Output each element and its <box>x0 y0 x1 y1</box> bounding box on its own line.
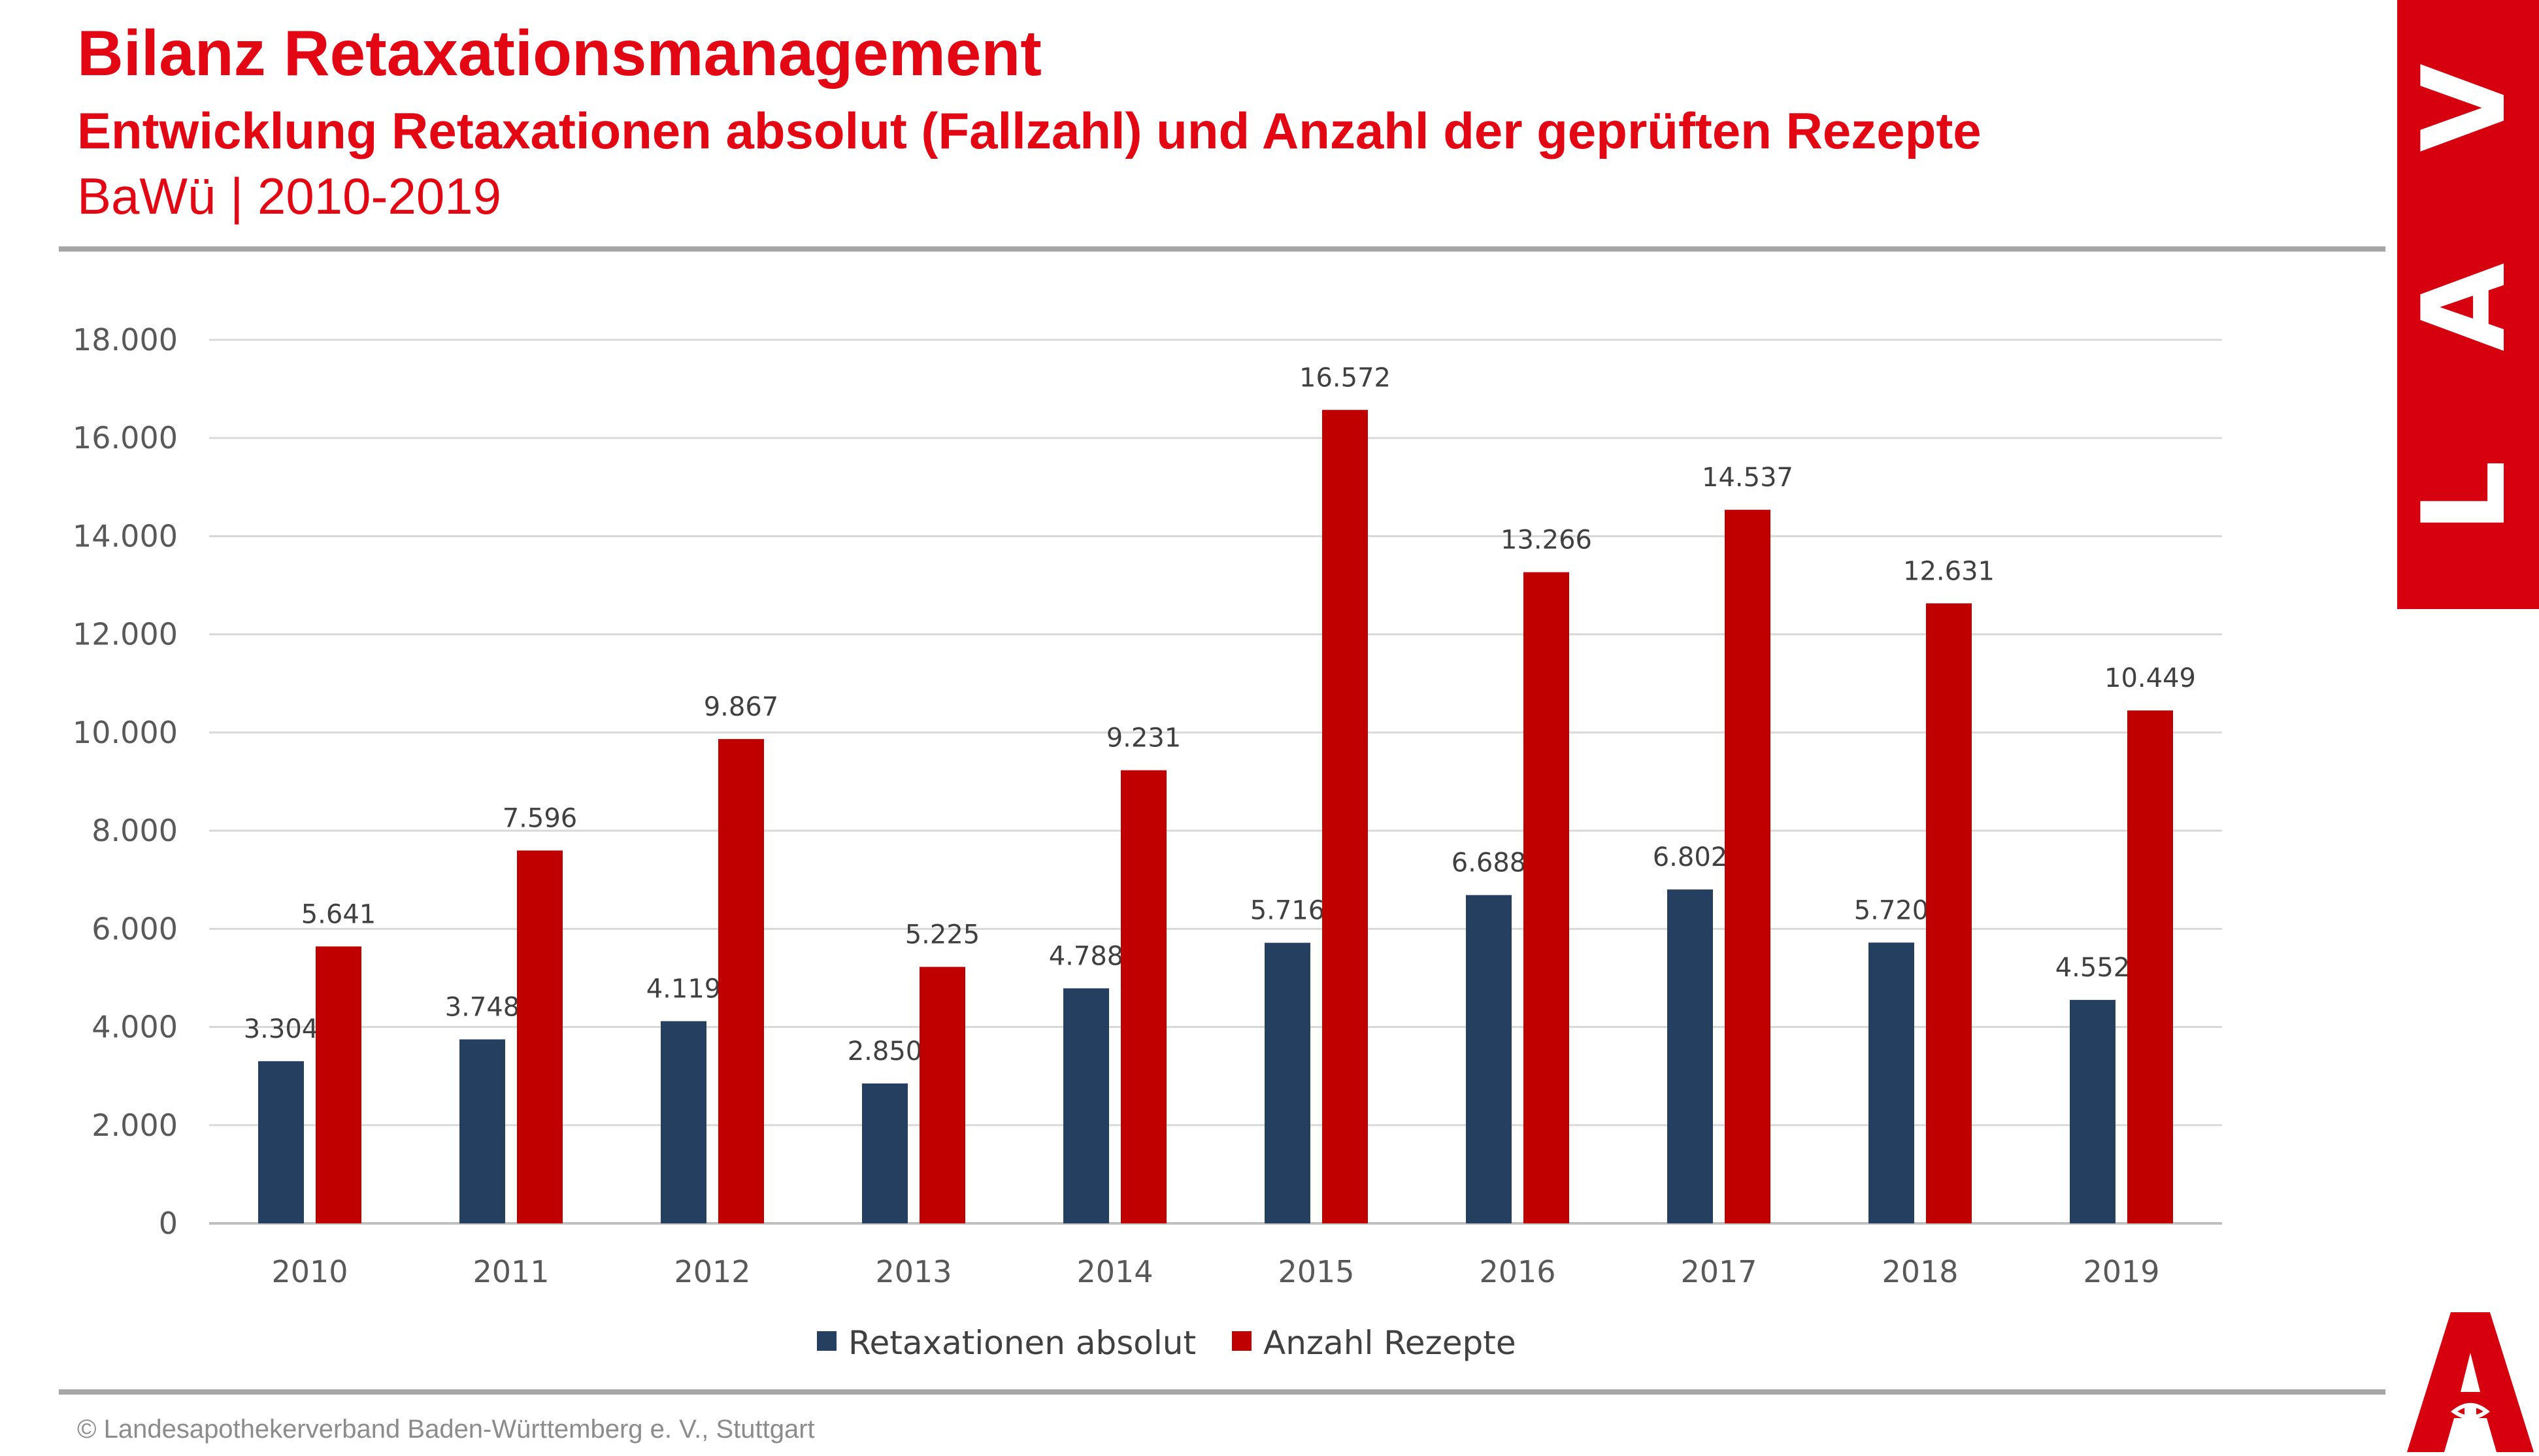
data-label: 4.788 <box>1049 941 1124 971</box>
legend-label: Retaxationen absolut <box>848 1324 1196 1362</box>
data-label: 4.119 <box>646 974 722 1004</box>
brand-letter-l: L <box>2398 460 2531 533</box>
x-tick-label: 2015 <box>1278 1254 1354 1289</box>
bar-rezepte <box>316 946 361 1223</box>
legend-swatch <box>1232 1331 1252 1351</box>
bar-rezepte <box>517 850 563 1223</box>
apotheke-a-logo-icon <box>2407 1312 2534 1452</box>
data-label: 13.266 <box>1501 525 1592 555</box>
lav-brand-bar: L A V <box>2397 0 2539 609</box>
data-label: 9.231 <box>1106 723 1182 753</box>
y-tick-label: 6.000 <box>91 911 178 946</box>
x-tick-label: 2019 <box>2083 1254 2159 1289</box>
bar-rezepte <box>920 967 965 1223</box>
bar-rezepte <box>1322 410 1368 1223</box>
bar-retaxationen <box>2070 1000 2116 1223</box>
bar-retaxationen <box>1868 942 1914 1223</box>
data-label: 5.225 <box>905 920 980 950</box>
data-label: 5.641 <box>301 899 376 929</box>
bar-retaxationen <box>258 1061 304 1223</box>
y-tick-label: 14.000 <box>73 518 178 554</box>
data-label: 5.716 <box>1250 896 1325 926</box>
page-title: Bilanz Retaxationsmanagement <box>77 17 1042 89</box>
brand-letter-v: V <box>2398 63 2531 152</box>
bar-rezepte <box>2127 710 2173 1223</box>
bar-rezepte <box>1725 510 1770 1223</box>
data-label: 6.688 <box>1452 848 1527 878</box>
header-divider <box>59 246 2385 252</box>
footer-divider <box>59 1389 2385 1395</box>
data-label: 12.631 <box>1903 556 1995 586</box>
data-label: 3.304 <box>244 1014 319 1044</box>
bar-rezepte <box>1523 572 1569 1223</box>
x-tick-label: 2016 <box>1479 1254 1555 1289</box>
data-label: 10.449 <box>2104 663 2196 693</box>
bar-retaxationen <box>862 1083 908 1223</box>
page-subtitle: Entwicklung Retaxationen absolut (Fallza… <box>77 102 1982 159</box>
data-label: 3.748 <box>445 992 520 1022</box>
y-tick-label: 18.000 <box>73 322 178 357</box>
x-tick-label: 2018 <box>1882 1254 1958 1289</box>
y-tick-label: 10.000 <box>73 715 178 750</box>
data-label: 5.720 <box>1854 895 1929 925</box>
x-tick-label: 2011 <box>473 1254 549 1289</box>
data-label: 14.537 <box>1702 463 1793 493</box>
legend-swatch <box>817 1331 837 1351</box>
y-tick-label: 4.000 <box>91 1010 178 1045</box>
copyright-footer: © Landesapothekerverband Baden-Württembe… <box>77 1415 815 1444</box>
bar-retaxationen <box>1063 988 1109 1223</box>
bar-retaxationen <box>1265 942 1310 1223</box>
x-tick-label: 2013 <box>875 1254 952 1289</box>
x-tick-label: 2017 <box>1680 1254 1757 1289</box>
x-tick-label: 2012 <box>674 1254 750 1289</box>
y-tick-label: 16.000 <box>73 420 178 455</box>
bar-retaxationen <box>1466 895 1512 1223</box>
bar-retaxationen <box>661 1021 706 1223</box>
y-tick-label: 12.000 <box>73 617 178 652</box>
data-label: 2.850 <box>848 1036 923 1067</box>
y-tick-label: 0 <box>159 1206 178 1241</box>
data-label: 6.802 <box>1653 842 1728 872</box>
brand-letter-a: A <box>2398 263 2531 351</box>
y-tick-label: 2.000 <box>91 1108 178 1143</box>
data-label: 9.867 <box>704 692 779 722</box>
data-label: 7.596 <box>503 803 578 833</box>
data-label: 4.552 <box>2055 953 2131 983</box>
x-tick-label: 2010 <box>271 1254 348 1289</box>
legend-label: Anzahl Rezepte <box>1263 1324 1516 1362</box>
region-period-label: BaWü | 2010-2019 <box>77 167 502 225</box>
bar-rezepte <box>718 738 764 1223</box>
x-tick-label: 2014 <box>1076 1254 1153 1289</box>
bar-retaxationen <box>1667 889 1713 1223</box>
y-tick-label: 8.000 <box>91 813 178 848</box>
bar-rezepte <box>1926 603 1972 1223</box>
bar-retaxationen <box>459 1039 505 1223</box>
bar-rezepte <box>1121 770 1167 1223</box>
data-label: 16.572 <box>1299 363 1391 393</box>
